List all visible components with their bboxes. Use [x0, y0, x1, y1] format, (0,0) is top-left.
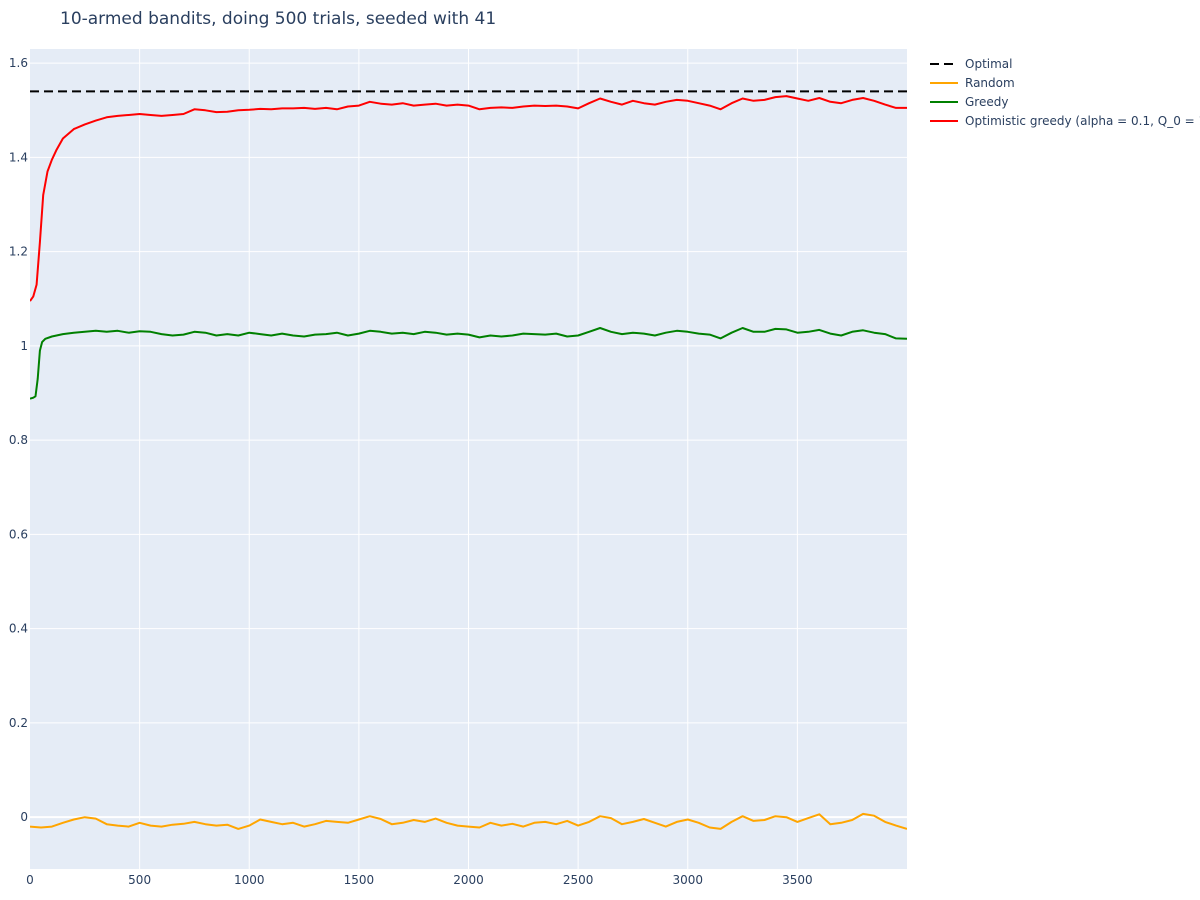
- grid: [30, 49, 907, 869]
- y-tick-label: 1: [20, 339, 28, 353]
- x-tick-label: 1000: [234, 873, 265, 887]
- y-tick-label: 0.8: [9, 433, 28, 447]
- x-axis: 0 500 1000 1500 2000 2500 3000 3500: [26, 873, 812, 887]
- y-tick-label: 0.4: [9, 622, 28, 636]
- legend-label: Random: [965, 76, 1015, 90]
- legend-item[interactable]: Optimal: [930, 57, 1012, 71]
- y-tick-label: 0.6: [9, 527, 28, 541]
- y-tick-label: 1.6: [9, 56, 28, 70]
- y-axis: 0 0.2 0.4 0.6 0.8 1 1.2 1.4 1.6: [9, 56, 28, 824]
- x-tick-label: 3500: [782, 873, 813, 887]
- x-tick-label: 2000: [453, 873, 484, 887]
- legend-item[interactable]: Optimistic greedy (alpha = 0.1, Q_0 = 1): [930, 114, 1200, 128]
- x-tick-label: 500: [128, 873, 151, 887]
- x-tick-label: 1500: [344, 873, 375, 887]
- x-tick-label: 3000: [672, 873, 703, 887]
- y-tick-label: 0.2: [9, 716, 28, 730]
- y-tick-label: 1.4: [9, 150, 28, 164]
- legend-label: Optimistic greedy (alpha = 0.1, Q_0 = 1): [965, 114, 1200, 128]
- series-line-greedy: [30, 327, 907, 400]
- legend-item[interactable]: Random: [930, 76, 1015, 90]
- x-tick-label: 2500: [563, 873, 594, 887]
- y-tick-label: 1.2: [9, 245, 28, 259]
- legend-label: Greedy: [965, 95, 1008, 109]
- series-line-optimistic: [30, 95, 907, 302]
- y-tick-label: 0: [20, 810, 28, 824]
- legend[interactable]: Optimal Random Greedy Optimistic greedy (al…: [930, 57, 1200, 128]
- chart-title: 10-armed bandits, doing 500 trials, seed…: [60, 9, 496, 29]
- x-tick-label: 0: [26, 873, 34, 887]
- series-group: [30, 90, 907, 830]
- legend-label: Optimal: [965, 57, 1012, 71]
- series-line-random: [30, 812, 907, 830]
- legend-item[interactable]: Greedy: [930, 95, 1008, 109]
